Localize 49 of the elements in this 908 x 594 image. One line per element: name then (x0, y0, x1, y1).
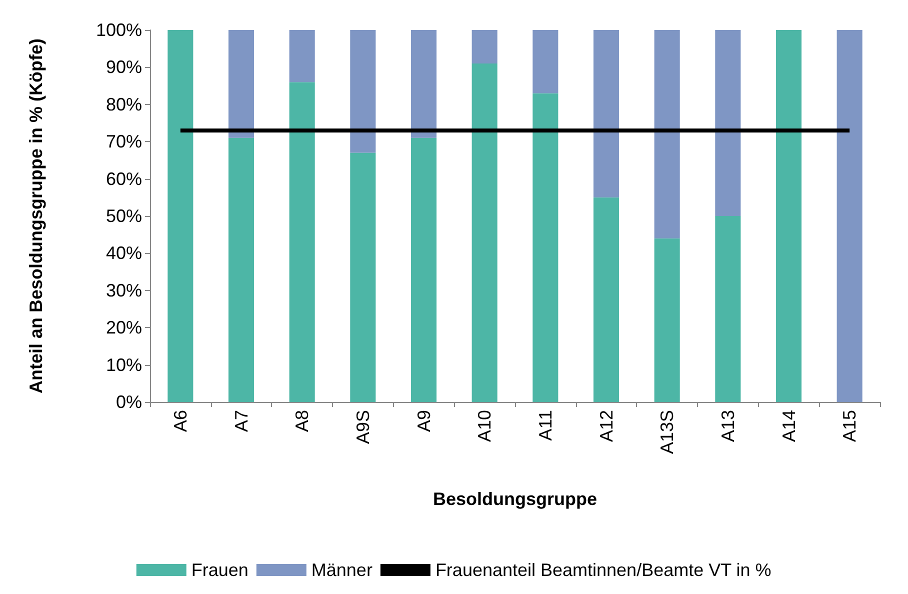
bar (350, 30, 376, 153)
bar (228, 30, 254, 138)
x-tick-label: A6 (170, 410, 190, 432)
bar (410, 30, 437, 138)
y-tick-label: 100% (96, 20, 142, 40)
x-tick-label: A11 (535, 410, 556, 441)
bar (472, 30, 498, 64)
bar (168, 30, 194, 402)
bar (715, 30, 741, 216)
x-tick-label: A13S (657, 410, 678, 454)
bar (836, 30, 862, 402)
bar (289, 82, 315, 402)
legend-label: Männer (311, 560, 372, 580)
y-tick-label: 90% (106, 57, 142, 78)
x-tick-label: A13 (718, 410, 738, 442)
bar (593, 30, 620, 198)
x-axis-title: Besoldungsgruppe (432, 489, 598, 509)
bar (228, 138, 254, 402)
y-tick-label: 10% (106, 354, 142, 375)
bar (472, 63, 498, 402)
y-tick-label: 40% (106, 243, 142, 264)
y-tick-label: 50% (106, 206, 142, 226)
y-tick-label: 60% (106, 168, 142, 189)
x-tick-label: A9 (414, 410, 434, 432)
bar (654, 30, 680, 238)
x-tick-label: A10 (474, 410, 495, 442)
x-tick-label: A14 (778, 410, 799, 442)
y-tick-label: 0% (116, 392, 142, 412)
bar (715, 216, 741, 402)
y-tick-label: 30% (106, 280, 142, 300)
x-tick-label: A8 (292, 410, 312, 432)
bar (289, 30, 315, 82)
bar (410, 138, 437, 402)
y-tick-label: 80% (106, 94, 142, 114)
bar (593, 197, 620, 402)
y-axis-title: Anteil an Besoldungsgruppe in % (Köpfe) (26, 38, 46, 394)
x-tick-label: A15 (840, 410, 860, 442)
legend-label: Frauen (191, 560, 248, 580)
bar (350, 152, 376, 402)
y-tick-label: 70% (106, 132, 142, 152)
bar (654, 238, 680, 402)
y-tick-label: 20% (106, 318, 142, 338)
x-tick-label: A12 (596, 410, 616, 442)
legend-label: Frauenanteil Beamtinnen/Beamte VT in % (435, 560, 772, 580)
bar (776, 30, 802, 402)
bar (532, 93, 558, 402)
x-tick-label: A9S (352, 410, 373, 444)
x-tick-label: A7 (231, 410, 252, 432)
bar (532, 30, 558, 94)
